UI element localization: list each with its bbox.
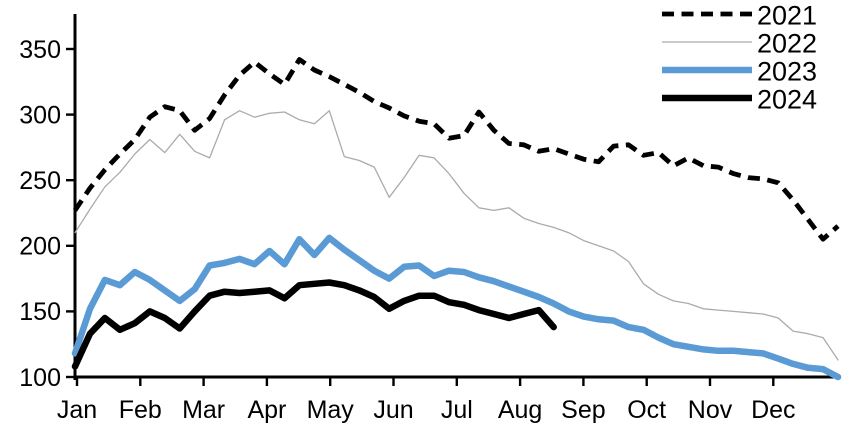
series-line-2021 xyxy=(73,57,840,242)
x-axis-tick-label-jul: Jul xyxy=(441,396,473,424)
series-line-2022 xyxy=(74,110,839,361)
y-axis-tick-label: 100 xyxy=(19,364,61,392)
x-axis-tick-label-apr: Apr xyxy=(247,396,286,424)
legend-label-2022: 2022 xyxy=(757,28,817,58)
y-axis-tick-label: 350 xyxy=(19,36,61,64)
x-axis-tick-label-oct: Oct xyxy=(627,396,666,424)
x-axis-tick-label-feb: Feb xyxy=(119,396,162,424)
x-axis-tick-label-mar: Mar xyxy=(182,396,225,424)
y-axis-tick-label: 150 xyxy=(19,298,61,326)
x-axis-tick-label-jan: Jan xyxy=(57,396,97,424)
legend-label-2024: 2024 xyxy=(757,84,817,114)
series-line-2024 xyxy=(71,279,557,370)
series-line-2023 xyxy=(71,234,842,381)
y-axis-tick-label: 200 xyxy=(19,233,61,261)
x-axis-tick-label-aug: Aug xyxy=(498,396,542,424)
x-axis-tick-label-jun: Jun xyxy=(373,396,413,424)
x-axis-tick-label-sep: Sep xyxy=(561,396,605,424)
x-axis-tick-label-dec: Dec xyxy=(751,396,795,424)
legend-label-2021: 2021 xyxy=(757,0,817,30)
x-axis-tick-label-may: May xyxy=(307,396,355,424)
y-axis-tick-label: 250 xyxy=(19,167,61,195)
legend-label-2023: 2023 xyxy=(757,56,817,86)
y-axis-tick-label: 300 xyxy=(19,101,61,129)
x-axis-tick-label-nov: Nov xyxy=(688,396,733,424)
